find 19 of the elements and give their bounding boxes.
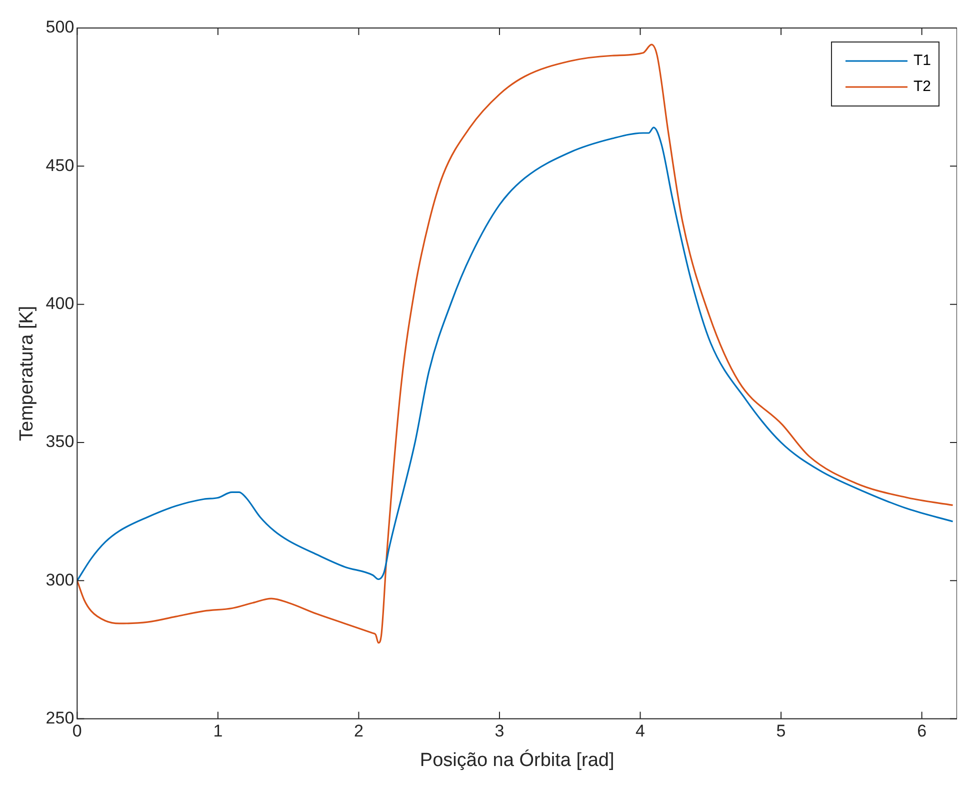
x-tick-label: 4 [636, 722, 645, 741]
y-tick-label: 500 [46, 18, 74, 37]
y-tick-label: 300 [46, 570, 74, 590]
x-tick-label: 3 [494, 722, 504, 741]
x-tick-label: 6 [917, 722, 927, 741]
x-tick-label: 0 [72, 722, 82, 741]
y-tick-label: 450 [46, 156, 74, 175]
line-series [77, 126, 954, 582]
legend-label: T2 [913, 78, 932, 96]
y-tick-label: 400 [46, 294, 74, 314]
x-tick-label: 5 [776, 722, 786, 741]
y-tick-label: 350 [46, 432, 74, 452]
legend-label: T1 [913, 52, 932, 70]
y-tick-label: 250 [46, 708, 74, 728]
x-axis-title: Posição na Órbita [rad] [420, 748, 614, 771]
line-series [77, 44, 954, 644]
x-tick-label: 1 [213, 722, 223, 741]
y-axis-title: Temperatura [K] [16, 306, 38, 441]
x-tick-label: 2 [354, 722, 364, 741]
